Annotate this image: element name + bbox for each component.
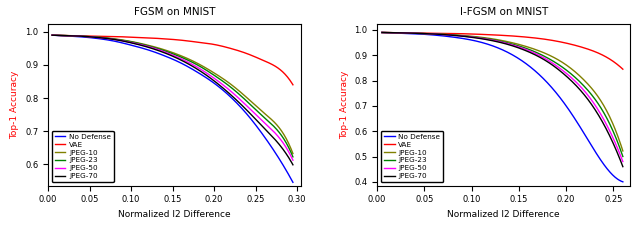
Y-axis label: Top-1 Accuracy: Top-1 Accuracy [340,70,349,139]
X-axis label: Normalized l2 Difference: Normalized l2 Difference [447,210,560,219]
Legend: No Defense, VAE, JPEG-10, JPEG-23, JPEG-50, JPEG-70: No Defense, VAE, JPEG-10, JPEG-23, JPEG-… [381,131,443,182]
Title: I-FGSM on MNIST: I-FGSM on MNIST [460,7,548,17]
X-axis label: Normalized l2 Difference: Normalized l2 Difference [118,210,231,219]
Y-axis label: Top-1 Accuracy: Top-1 Accuracy [10,70,19,139]
Legend: No Defense, VAE, JPEG-10, JPEG-23, JPEG-50, JPEG-70: No Defense, VAE, JPEG-10, JPEG-23, JPEG-… [52,131,114,182]
Title: FGSM on MNIST: FGSM on MNIST [134,7,215,17]
